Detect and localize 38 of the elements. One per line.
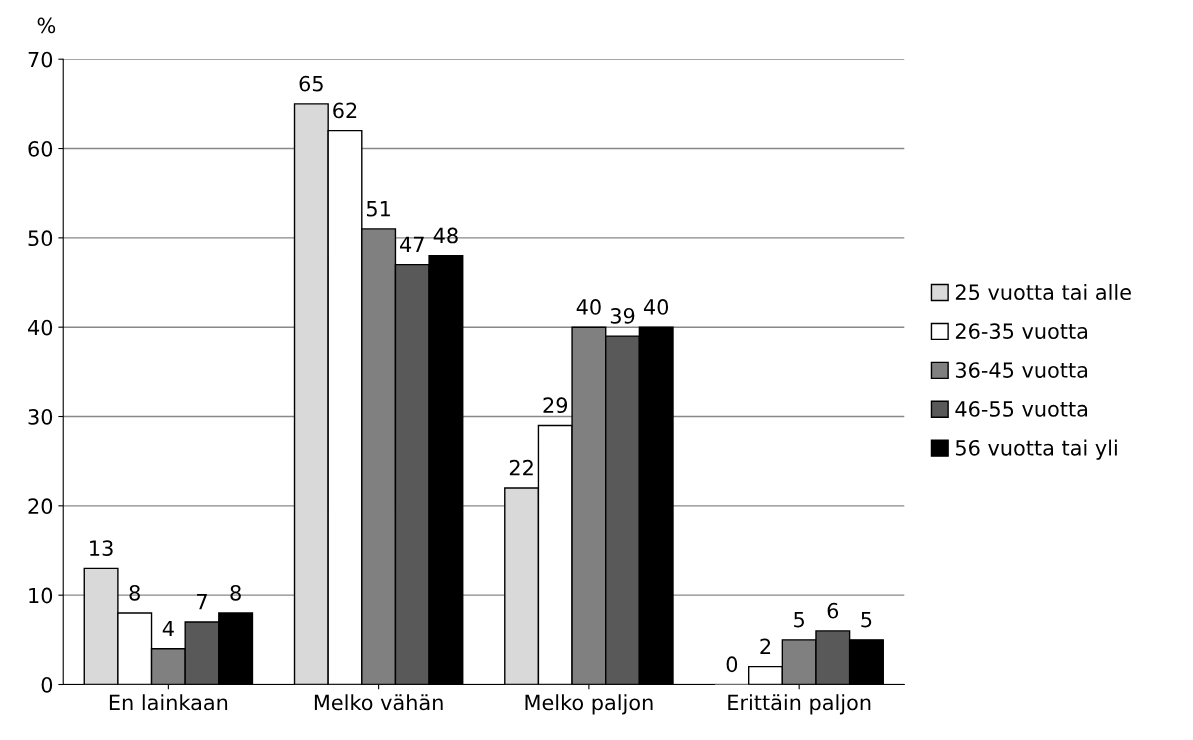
data-label: 39	[610, 307, 635, 324]
x-tick-label: Erittäin paljon	[728, 694, 871, 715]
legend-label: 26-35 vuotta	[955, 323, 1088, 339]
y-tick-label: 60	[28, 140, 53, 157]
y-tick-label: 70	[28, 51, 53, 68]
x-tick-label: Melko vähän	[314, 694, 443, 711]
legend-label: 25 vuotta tai alle	[955, 283, 1131, 301]
data-label: 13	[90, 540, 113, 556]
data-label: 8	[129, 584, 140, 601]
data-label: 48	[433, 227, 458, 244]
data-label: 5	[861, 611, 872, 628]
y-tick-label: 10	[29, 587, 53, 604]
data-label: 0	[726, 656, 738, 673]
data-label: 7	[197, 594, 207, 610]
y-tick-label: 0	[41, 676, 53, 693]
data-label: 29	[543, 397, 568, 414]
y-tick-label: 30	[28, 408, 53, 425]
legend-label: 56 vuotta tai yli	[955, 439, 1117, 460]
x-tick-label: En lainkaan	[109, 694, 228, 711]
data-label: 22	[509, 459, 533, 476]
data-label: 47	[400, 236, 424, 252]
data-label: 62	[333, 102, 357, 119]
data-label: 6	[827, 602, 839, 619]
data-label: 65	[299, 75, 323, 92]
data-label: 2	[760, 638, 771, 654]
data-label: 51	[366, 201, 390, 217]
x-tick-label: Melko paljon	[525, 694, 653, 715]
data-label: 4	[162, 620, 174, 637]
legend-label: 36-45 vuotta	[955, 362, 1088, 378]
legend-label: 46-55 vuotta	[955, 401, 1088, 417]
data-label: 40	[643, 299, 669, 315]
y-tick-label: 50	[28, 230, 53, 247]
y-tick-label: 40	[28, 319, 53, 336]
data-label: 40	[576, 299, 601, 315]
data-label: 8	[230, 584, 241, 601]
y-tick-label: 20	[28, 498, 53, 515]
y-axis-title: %	[37, 17, 56, 34]
data-label: 5	[794, 611, 804, 628]
